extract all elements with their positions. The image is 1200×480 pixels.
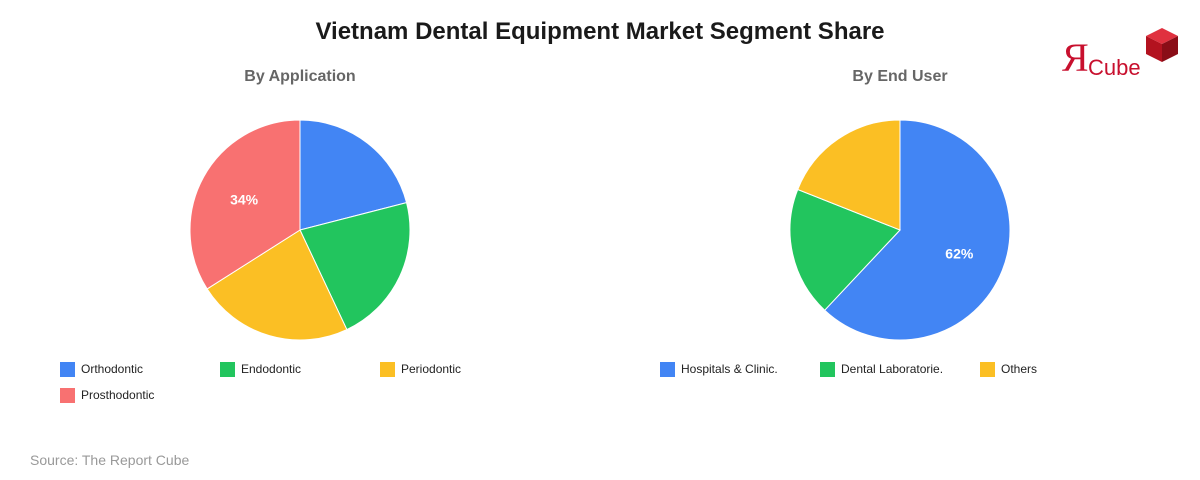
legend-swatch — [980, 361, 995, 377]
pie-chart-end-user: 62% — [789, 119, 1011, 341]
legend-swatch — [220, 361, 235, 377]
pie-slice-endodontic — [299, 202, 411, 331]
pie-data-label-hospitals-clinic: 62% — [945, 245, 974, 261]
legend-swatch — [60, 387, 75, 403]
chart-main-title: Vietnam Dental Equipment Market Segment … — [315, 18, 885, 45]
legend-item-dental-laboratorie[interactable]: Dental Laboratorie. — [820, 360, 943, 378]
logo-text: Cube — [1088, 55, 1141, 80]
legend-item-others[interactable]: Others — [980, 360, 1037, 378]
legend-item-orthodontic[interactable]: Orthodontic — [60, 360, 143, 378]
logo-r-glyph: Я — [1062, 35, 1089, 80]
pie-chart-application: 34% — [189, 119, 411, 341]
pie-slice-dental-laboratorie — [789, 188, 901, 311]
report-cube-logo: Я Cube — [1062, 26, 1182, 86]
pie-data-label-prosthodontic: 34% — [230, 191, 259, 207]
cube-icon — [1146, 28, 1178, 62]
pie-slice-others — [797, 119, 901, 231]
legend-item-periodontic[interactable]: Periodontic — [380, 360, 461, 378]
legend-item-hospitals-clinic[interactable]: Hospitals & Clinic. — [660, 360, 778, 378]
legend-label: Orthodontic — [81, 362, 144, 376]
legend-label: Hospitals & Clinic. — [681, 362, 778, 376]
source-note: Source: The Report Cube — [30, 452, 190, 468]
legend-swatch — [60, 361, 75, 377]
pie-slice-prosthodontic — [189, 119, 301, 290]
pie-title-end-user: By End User — [852, 68, 948, 85]
legend-label: Endodontic — [241, 362, 302, 376]
legend-label: Periodontic — [401, 362, 462, 376]
legend-label: Others — [1001, 362, 1038, 376]
legend-item-endodontic[interactable]: Endodontic — [220, 360, 301, 378]
legend-label: Prosthodontic — [81, 388, 155, 402]
pie-title-application: By Application — [244, 68, 356, 85]
legend-swatch — [380, 361, 395, 377]
pie-slice-periodontic — [206, 229, 348, 341]
legend-swatch — [820, 361, 835, 377]
pie-slice-orthodontic — [299, 119, 408, 231]
legend-label: Dental Laboratorie. — [841, 362, 944, 376]
legend-item-prosthodontic[interactable]: Prosthodontic — [60, 386, 154, 404]
legend-swatch — [660, 361, 675, 377]
pie-slice-hospitals-clinic — [823, 119, 1011, 341]
